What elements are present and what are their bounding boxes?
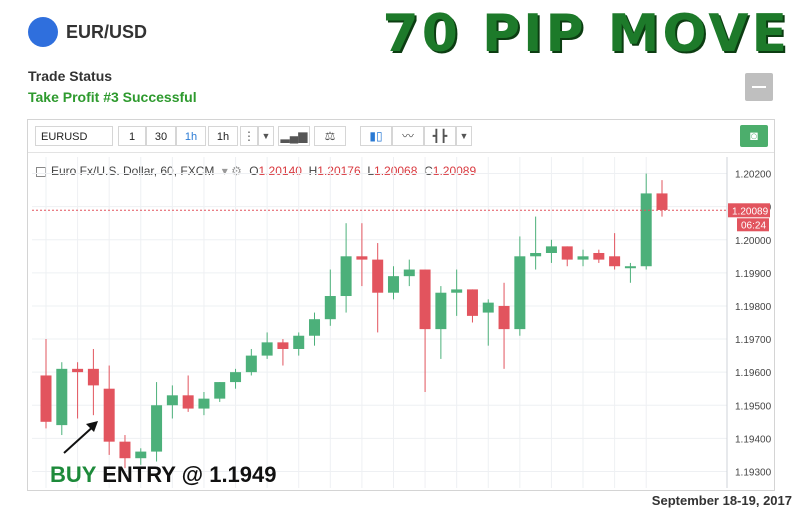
candle-body xyxy=(151,405,163,452)
y-tick-label: 1.19500 xyxy=(735,401,772,412)
candle-body xyxy=(387,276,399,293)
candles-icon[interactable]: ▮▯ xyxy=(360,126,392,146)
countdown-tag xyxy=(737,218,769,232)
candle-body xyxy=(403,269,415,277)
entry-arrow-head xyxy=(86,421,98,432)
last-price-label: 1.20089 xyxy=(732,206,769,217)
candle-body xyxy=(40,375,52,422)
candle-body xyxy=(624,266,636,269)
y-tick-label: 1.19900 xyxy=(735,269,772,280)
candle-body xyxy=(340,256,352,297)
candle-body xyxy=(293,335,305,349)
y-tick-label: 1.19800 xyxy=(735,302,772,313)
close-label: C xyxy=(424,164,433,178)
candle-body xyxy=(277,342,289,349)
countdown-label: 06:24 xyxy=(741,220,766,231)
settings-icon[interactable]: ▾ ⚙ xyxy=(221,164,242,178)
candle-body xyxy=(119,441,131,459)
pair-title: EUR/USD xyxy=(66,22,148,42)
candle-body xyxy=(198,398,210,409)
candle-body xyxy=(656,193,668,210)
chart-toolbar: EURUSD 1 30 1h 1h ⋮ ▼ ▂▄▆ ⚖ ▮▯ 〰 ┫┣ ▼ ◙ xyxy=(28,120,774,153)
low-label: L xyxy=(367,164,375,178)
interval-button-1h-alt[interactable]: 1h xyxy=(208,126,238,146)
candle-body xyxy=(166,395,178,406)
bar-chart-icon[interactable]: ┫┣ xyxy=(424,126,456,146)
candle-body xyxy=(530,252,542,257)
candle-body xyxy=(466,289,478,316)
entry-text: ENTRY @ 1.1949 xyxy=(102,462,277,487)
close-value: 1.20089 xyxy=(432,164,477,178)
candle-body xyxy=(609,256,621,267)
trade-status-value: Take Profit #3 Successful xyxy=(28,89,197,105)
indicators-icon[interactable]: ▂▄▆ xyxy=(278,126,310,146)
candle-body xyxy=(593,252,605,260)
candle-body xyxy=(545,246,557,253)
date-label: September 18-19, 2017 xyxy=(651,493,792,508)
candle-body xyxy=(135,451,147,459)
open-value: 1.20140 xyxy=(258,164,302,178)
y-tick-label: 1.19400 xyxy=(735,434,772,445)
candle-body xyxy=(514,256,526,330)
candle-body xyxy=(577,256,589,260)
open-label: O xyxy=(249,164,259,178)
ohlc-legend: Euro Fx/U.S. Dollar, 60, FXCM ▾ ⚙ O1.201… xyxy=(36,164,476,178)
candle-body xyxy=(419,269,431,330)
minimize-button[interactable] xyxy=(745,73,773,101)
line-chart-icon[interactable]: 〰 xyxy=(392,126,424,146)
candle-body xyxy=(87,368,99,386)
interval-button-30[interactable]: 30 xyxy=(146,126,176,146)
camera-icon[interactable]: ◙ xyxy=(740,125,768,147)
candle-body xyxy=(230,372,242,383)
instrument-name: Euro Fx/U.S. Dollar, 60, FXCM xyxy=(51,164,215,178)
candle-body xyxy=(214,382,226,399)
low-value: 1.20068 xyxy=(374,164,418,178)
candle-body xyxy=(103,388,115,442)
buy-word: BUY xyxy=(50,462,97,487)
chart-type-chevron-icon[interactable]: ▼ xyxy=(456,126,472,146)
candle-body xyxy=(324,296,336,320)
candle-body xyxy=(245,355,257,373)
more-vertical-icon[interactable]: ⋮ xyxy=(240,126,258,146)
high-value: 1.20176 xyxy=(317,164,361,178)
candle-body xyxy=(435,292,447,330)
candle-body xyxy=(498,305,510,330)
candle-body xyxy=(309,319,321,336)
y-tick-label: 1.19700 xyxy=(735,335,772,346)
chevron-down-icon[interactable]: ▼ xyxy=(258,126,274,146)
candle-body xyxy=(482,302,494,313)
candle-body xyxy=(261,342,273,356)
trade-status-label: Trade Status xyxy=(28,68,113,84)
y-tick-label: 1.20000 xyxy=(735,236,772,247)
headline-banner: 70 PIP MOVE xyxy=(382,4,790,64)
candle-body xyxy=(561,246,573,260)
candle-body xyxy=(182,395,194,409)
candle-body xyxy=(640,193,652,267)
interval-button-1h[interactable]: 1h xyxy=(176,126,206,146)
y-tick-label: 1.19600 xyxy=(735,368,772,379)
last-price-tag xyxy=(728,203,770,218)
header: EUR/USD 70 PIP MOVE xyxy=(0,0,800,64)
y-tick-label: 1.19300 xyxy=(735,467,772,478)
y-tick-label: 1.20200 xyxy=(735,170,772,181)
pair-flag-icon xyxy=(28,17,58,47)
candle-body xyxy=(451,289,463,293)
entry-arrow xyxy=(63,423,97,454)
compare-scale-icon[interactable]: ⚖ xyxy=(314,126,346,146)
candle-body xyxy=(372,259,384,293)
candle-body xyxy=(72,368,84,373)
interval-button-1[interactable]: 1 xyxy=(118,126,146,146)
symbol-input[interactable]: EURUSD xyxy=(35,126,113,146)
buy-entry-annotation: BUY ENTRY @ 1.1949 xyxy=(50,462,277,488)
candle-body xyxy=(56,368,68,426)
candle-body xyxy=(356,256,368,260)
high-label: H xyxy=(308,164,318,178)
